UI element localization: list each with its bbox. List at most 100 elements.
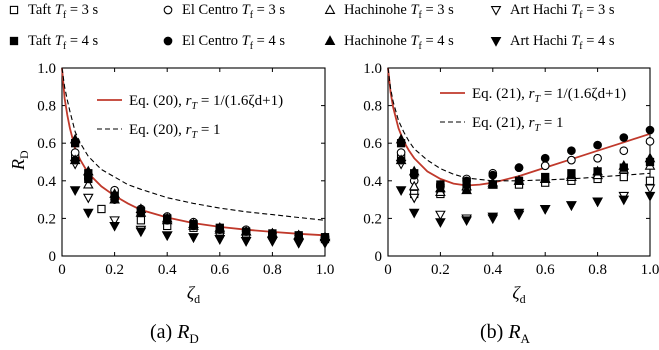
data-point — [408, 208, 420, 219]
data-point — [592, 197, 603, 208]
data-point — [408, 165, 420, 176]
legend-var: T — [410, 2, 419, 18]
data-point — [644, 191, 656, 202]
legend-item: El Centro Tf = 3 s — [163, 2, 285, 21]
annotation-dashed: Eq. (21), rT = 1 — [472, 115, 564, 134]
legend-suffix: = 3 s — [66, 2, 98, 18]
y-tick-label: 1.0 — [363, 61, 382, 77]
annotation-r: r — [529, 115, 535, 131]
legend-sub: f — [579, 10, 583, 21]
data-point — [82, 208, 94, 219]
data-point — [513, 208, 525, 219]
y-axis-subscript: D — [17, 150, 31, 159]
y-tick-label: 0.6 — [37, 136, 56, 152]
series-circle-open — [70, 148, 330, 242]
legend-name: Taft — [28, 33, 55, 49]
data-point — [161, 212, 173, 223]
legend-name: Hachinohe — [344, 2, 410, 18]
series-square-filled — [396, 139, 655, 189]
y-tick-label: 1.0 — [37, 61, 56, 77]
data-point — [435, 210, 446, 221]
data-point — [135, 227, 147, 238]
legend-item: Hachinohe Tf = 3 s — [324, 2, 454, 21]
data-point — [567, 146, 576, 156]
legend-sub: f — [63, 10, 67, 21]
annotation-r: r — [186, 93, 192, 109]
data-point — [645, 136, 655, 146]
data-point — [461, 184, 472, 195]
legend-name: El Centro — [182, 33, 242, 49]
annotation-cond: = 1 — [540, 115, 563, 131]
y-tick-label: 0.4 — [363, 174, 382, 190]
annotation-cond: = 1/(1.6ζd+1) — [197, 93, 283, 109]
data-point — [267, 227, 278, 238]
legend-suffix: = 3 s — [253, 2, 285, 18]
legend-label: Art Hachi Tf = 3 s — [510, 2, 615, 21]
data-point — [435, 182, 446, 193]
data-point — [82, 178, 94, 189]
data-point — [645, 125, 655, 135]
data-point — [566, 169, 577, 180]
legend-label: Art Hachi Tf = 4 s — [510, 33, 615, 52]
y-tick-label: 0.8 — [37, 99, 56, 115]
caption-a: (a) RD — [150, 321, 199, 346]
data-point — [435, 218, 446, 228]
caption-b: (b) RA — [480, 321, 531, 346]
legend-var: T — [410, 33, 419, 49]
series-triangle-down-open — [395, 159, 656, 225]
data-point — [214, 222, 226, 232]
data-point — [214, 235, 226, 245]
legend-name: Hachinohe — [344, 33, 410, 49]
data-point — [618, 195, 630, 206]
legend-var: T — [571, 33, 580, 49]
legend-suffix: = 3 s — [583, 2, 615, 18]
legend-var: T — [55, 33, 64, 49]
data-point — [97, 204, 106, 214]
data-point — [109, 221, 120, 232]
caption-symbol: R — [507, 321, 520, 343]
data-point — [395, 133, 407, 144]
data-point — [514, 163, 524, 172]
data-point — [567, 155, 576, 165]
caption-subscript: A — [521, 331, 531, 346]
x-axis-symbol: ζ — [512, 283, 521, 303]
data-point — [593, 140, 602, 150]
legend-name: Art Hachi — [510, 33, 571, 49]
data-point — [619, 133, 629, 142]
series-triangle-down-filled — [395, 186, 656, 228]
annotation-solid: Eq. (21), rT = 1/(1.6ζd+1) — [472, 86, 626, 105]
data-point — [539, 205, 551, 215]
series-circle-filled — [396, 125, 655, 191]
data-point — [83, 174, 93, 184]
data-point — [593, 153, 602, 163]
legend-marker-triangle-up-open — [324, 4, 336, 14]
legend-suffix: = 4 s — [422, 33, 454, 49]
x-tick-label: 1.0 — [316, 262, 335, 278]
series-square-open — [71, 154, 330, 244]
legend-item: Hachinohe Tf = 4 s — [324, 33, 454, 52]
annotation-r: r — [186, 122, 192, 138]
caption-prefix: (a) — [150, 321, 177, 343]
legend-marker-square-open — [9, 5, 19, 15]
plot-frame — [61, 67, 326, 257]
annotation-eq: Eq. (21), — [472, 86, 529, 102]
annotation-cond: = 1/(1.6ζd+1) — [540, 86, 626, 102]
x-tick-label: 1.0 — [641, 262, 659, 278]
y-tick-label: 0.6 — [363, 136, 382, 152]
legend-suffix: = 4 s — [66, 33, 98, 49]
data-point — [461, 216, 472, 227]
legend-marker-triangle-up-filled — [324, 35, 336, 45]
data-point — [618, 160, 630, 170]
data-point — [293, 238, 305, 249]
legend-marker-circle-open — [163, 5, 173, 15]
data-point — [161, 231, 173, 242]
legend-sub: f — [419, 41, 423, 52]
legend-item: Taft Tf = 4 s — [9, 33, 98, 52]
legend-suffix: = 3 s — [422, 2, 454, 18]
x-tick-label: 0.4 — [158, 262, 177, 278]
series-circle-filled — [70, 155, 330, 242]
data-point — [82, 165, 94, 176]
legend-sub: f — [419, 10, 423, 21]
x-axis-label: ζd — [512, 283, 525, 306]
y-tick-label: 0 — [375, 249, 383, 265]
